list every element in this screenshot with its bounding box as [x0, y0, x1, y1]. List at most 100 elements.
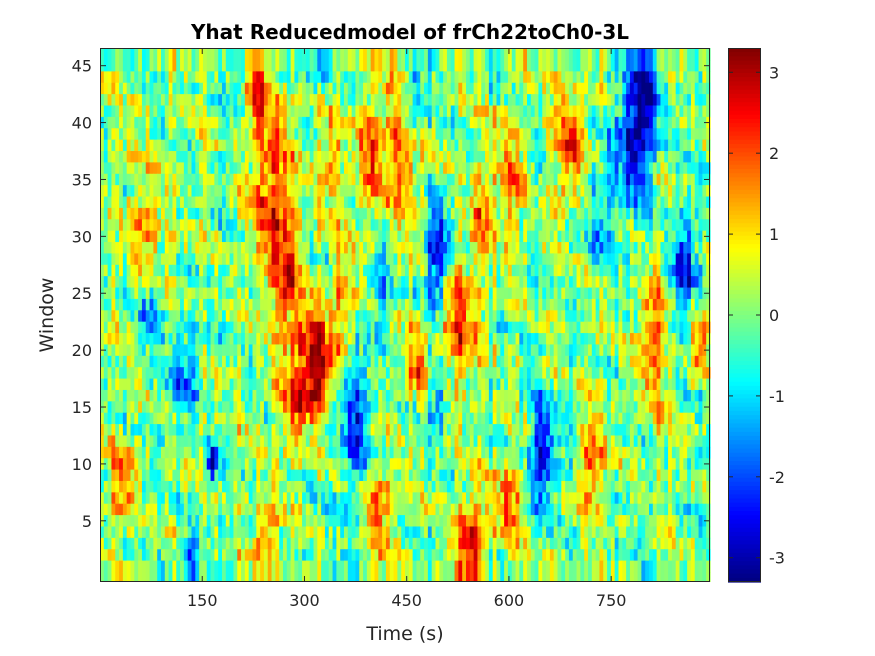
heatmap-cell — [637, 207, 642, 220]
heatmap-cell — [683, 344, 688, 357]
heatmap-cell — [119, 287, 124, 300]
heatmap-cell — [302, 207, 307, 220]
heatmap-cell — [355, 71, 360, 84]
heatmap-cell — [271, 310, 276, 323]
heatmap-cell — [153, 321, 158, 334]
heatmap-cell — [199, 219, 204, 232]
heatmap-cell — [107, 162, 113, 175]
heatmap-cell — [546, 196, 551, 209]
heatmap-cell — [412, 287, 418, 300]
heatmap-cell — [122, 355, 128, 368]
heatmap-cell — [614, 287, 620, 300]
heatmap-cell — [504, 185, 509, 198]
heatmap-cell — [557, 105, 562, 118]
heatmap-cell — [500, 82, 505, 95]
heatmap-cell — [603, 355, 608, 368]
heatmap-cell — [690, 230, 696, 243]
heatmap-cell — [122, 219, 128, 232]
heatmap-cell — [122, 162, 128, 175]
heatmap-cell — [500, 264, 505, 277]
heatmap-cell — [385, 367, 391, 380]
heatmap-cell — [698, 48, 703, 61]
heatmap-cell — [324, 71, 330, 84]
heatmap-cell — [660, 253, 665, 266]
heatmap-cell — [668, 264, 673, 277]
heatmap-cell — [496, 128, 501, 141]
heatmap-cell — [241, 162, 246, 175]
heatmap-cell — [100, 276, 105, 289]
heatmap-cell — [523, 71, 528, 84]
heatmap-cell — [588, 139, 593, 152]
heatmap-cell — [126, 185, 132, 198]
heatmap-cell — [187, 344, 193, 357]
heatmap-cell — [202, 276, 208, 289]
heatmap-cell — [397, 264, 402, 277]
heatmap-cell — [507, 264, 513, 277]
heatmap-cell — [591, 321, 597, 334]
heatmap-cell — [668, 196, 673, 209]
heatmap-cell — [675, 116, 681, 129]
heatmap-cell — [523, 116, 528, 129]
heatmap-cell — [313, 230, 318, 243]
heatmap-cell — [218, 151, 223, 163]
heatmap-cell — [633, 310, 639, 323]
heatmap-cell — [416, 207, 421, 220]
heatmap-cell — [218, 378, 223, 391]
heatmap-cell — [359, 310, 364, 323]
heatmap-cell — [412, 389, 418, 402]
heatmap-cell — [138, 82, 143, 95]
heatmap-cell — [340, 333, 345, 346]
heatmap-cell — [408, 219, 414, 232]
heatmap-cell — [687, 230, 692, 243]
heatmap-cell — [439, 219, 444, 232]
heatmap-cell — [153, 185, 158, 198]
heatmap-cell — [576, 344, 581, 357]
heatmap-cell — [153, 287, 158, 300]
heatmap-cell — [336, 196, 341, 209]
heatmap-cell — [420, 333, 425, 346]
heatmap-cell — [298, 162, 303, 175]
heatmap-cell — [374, 378, 379, 391]
heatmap-cell — [416, 219, 421, 232]
heatmap-cell — [374, 242, 379, 255]
heatmap-cell — [622, 60, 627, 72]
heatmap-cell — [141, 355, 147, 368]
heatmap-cell — [546, 60, 551, 72]
heatmap-cell — [500, 105, 505, 118]
heatmap-cell — [416, 162, 421, 175]
heatmap-cell — [141, 253, 147, 266]
heatmap-cell — [206, 230, 212, 243]
heatmap-cell — [286, 242, 292, 255]
heatmap-cell — [252, 333, 257, 346]
heatmap-cell — [496, 321, 501, 334]
heatmap-cell — [279, 321, 284, 334]
heatmap-cell — [519, 310, 524, 323]
heatmap-cell — [454, 94, 459, 107]
heatmap-cell — [176, 128, 181, 141]
heatmap-cell — [374, 367, 379, 380]
heatmap-cell — [393, 173, 398, 186]
heatmap-cell — [446, 264, 452, 277]
heatmap-cell — [618, 60, 623, 72]
heatmap-cell — [485, 367, 490, 380]
heatmap-cell — [138, 333, 143, 346]
heatmap-cell — [492, 310, 498, 323]
heatmap-cell — [679, 48, 684, 61]
heatmap-cell — [477, 367, 482, 380]
heatmap-cell — [115, 287, 120, 300]
heatmap-cell — [649, 105, 654, 118]
heatmap-cell — [443, 355, 448, 368]
heatmap-cell — [199, 207, 204, 220]
heatmap-cell — [690, 151, 696, 163]
heatmap-cell — [645, 276, 650, 289]
heatmap-cell — [485, 230, 490, 243]
heatmap-cell — [698, 264, 703, 277]
heatmap-cell — [492, 344, 498, 357]
heatmap-cell — [568, 264, 574, 277]
heatmap-cell — [115, 242, 120, 255]
heatmap-cell — [107, 321, 113, 334]
heatmap-cell — [607, 264, 612, 277]
heatmap-cell — [412, 230, 418, 243]
heatmap-cell — [176, 310, 181, 323]
heatmap-cell — [694, 242, 700, 255]
